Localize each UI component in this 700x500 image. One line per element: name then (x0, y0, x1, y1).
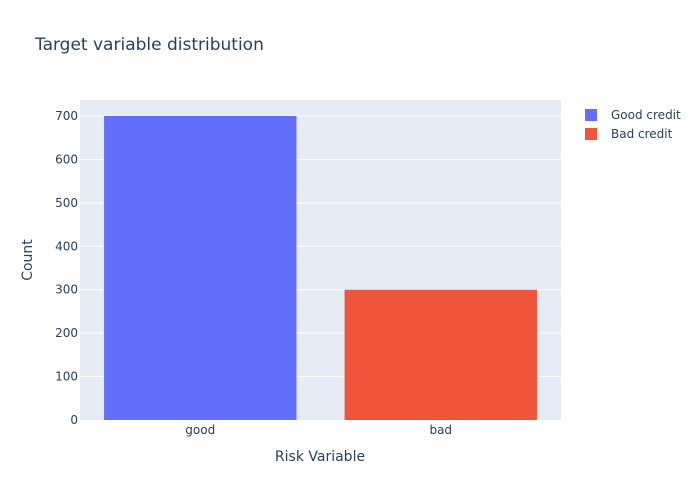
y-tick-label: 700 (55, 109, 78, 123)
chart-title: Target variable distribution (34, 35, 264, 55)
legend-label: Good credit (611, 108, 681, 122)
y-tick-label: 200 (55, 326, 78, 340)
x-axis-title: Risk Variable (275, 449, 365, 465)
y-tick-label: 400 (55, 239, 78, 253)
x-tick-label: bad (429, 423, 452, 437)
y-axis-title: Count (20, 239, 36, 281)
x-tick-label: good (185, 423, 215, 437)
y-tick-label: 100 (55, 370, 78, 384)
legend[interactable]: Good credit Bad credit (585, 108, 681, 141)
legend-swatch (585, 128, 597, 140)
y-tick-label: 0 (70, 413, 78, 427)
bars (104, 116, 537, 420)
legend-label: Bad credit (611, 127, 673, 141)
legend-item[interactable]: Bad credit (585, 127, 673, 141)
bar-bad[interactable] (344, 289, 537, 420)
y-axis-ticks: 0 100 200 300 400 500 600 700 (55, 109, 78, 427)
legend-item[interactable]: Good credit (585, 108, 681, 122)
legend-swatch (585, 109, 597, 121)
x-axis-ticks: good bad (185, 423, 452, 437)
y-tick-label: 300 (55, 283, 78, 297)
bar-good[interactable] (104, 116, 297, 420)
y-tick-label: 600 (55, 152, 78, 166)
y-tick-label: 500 (55, 196, 78, 210)
